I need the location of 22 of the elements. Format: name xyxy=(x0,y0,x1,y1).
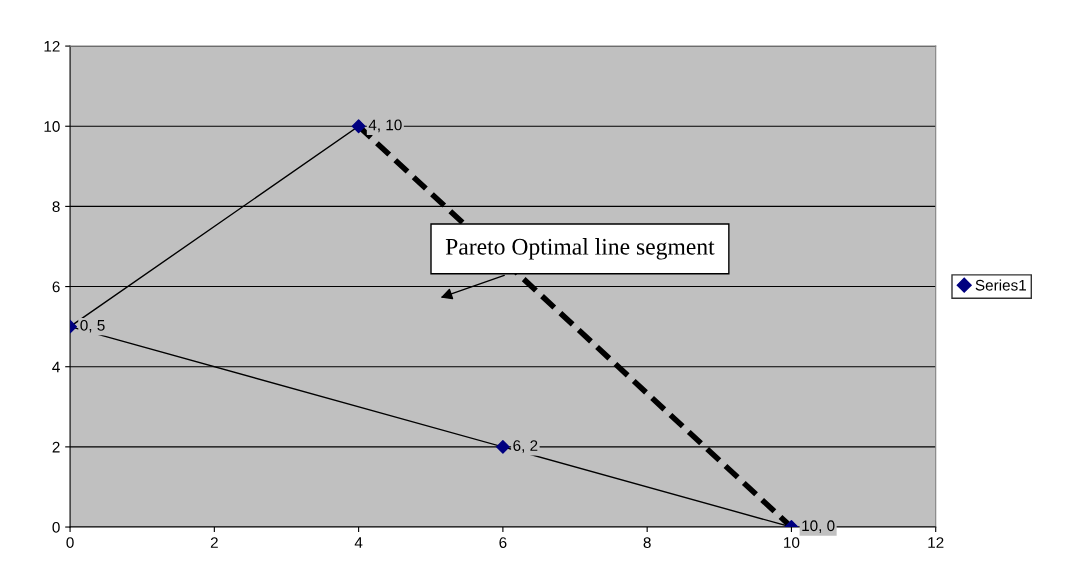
data-label: 6, 2 xyxy=(513,440,538,453)
y-tick-label: 6 xyxy=(52,281,60,293)
y-tick-label: 10 xyxy=(44,121,60,132)
x-tick-label: 2 xyxy=(210,537,218,548)
y-tick-label: 8 xyxy=(52,201,60,213)
legend-label: Series1 xyxy=(975,279,1026,291)
y-tick-label: 0 xyxy=(52,521,60,533)
x-tick-label: 4 xyxy=(354,537,363,548)
x-tick-label: 8 xyxy=(643,537,651,548)
x-tick-label: 10 xyxy=(784,537,800,548)
x-tick-label: 0 xyxy=(66,537,74,548)
y-tick-label: 2 xyxy=(52,441,60,453)
y-tick-label: 4 xyxy=(52,361,60,373)
annotation: Pareto Optimal line segment xyxy=(445,238,715,260)
x-tick-label: 12 xyxy=(928,537,944,548)
data-label: 4, 10 xyxy=(368,119,402,133)
point xyxy=(495,439,510,454)
x-tick-label: 6 xyxy=(499,537,507,548)
data-label: 10, 0 xyxy=(802,520,835,533)
point xyxy=(351,119,366,134)
data-label: 0, 5 xyxy=(80,319,105,333)
y-tick-label: 12 xyxy=(44,40,60,52)
